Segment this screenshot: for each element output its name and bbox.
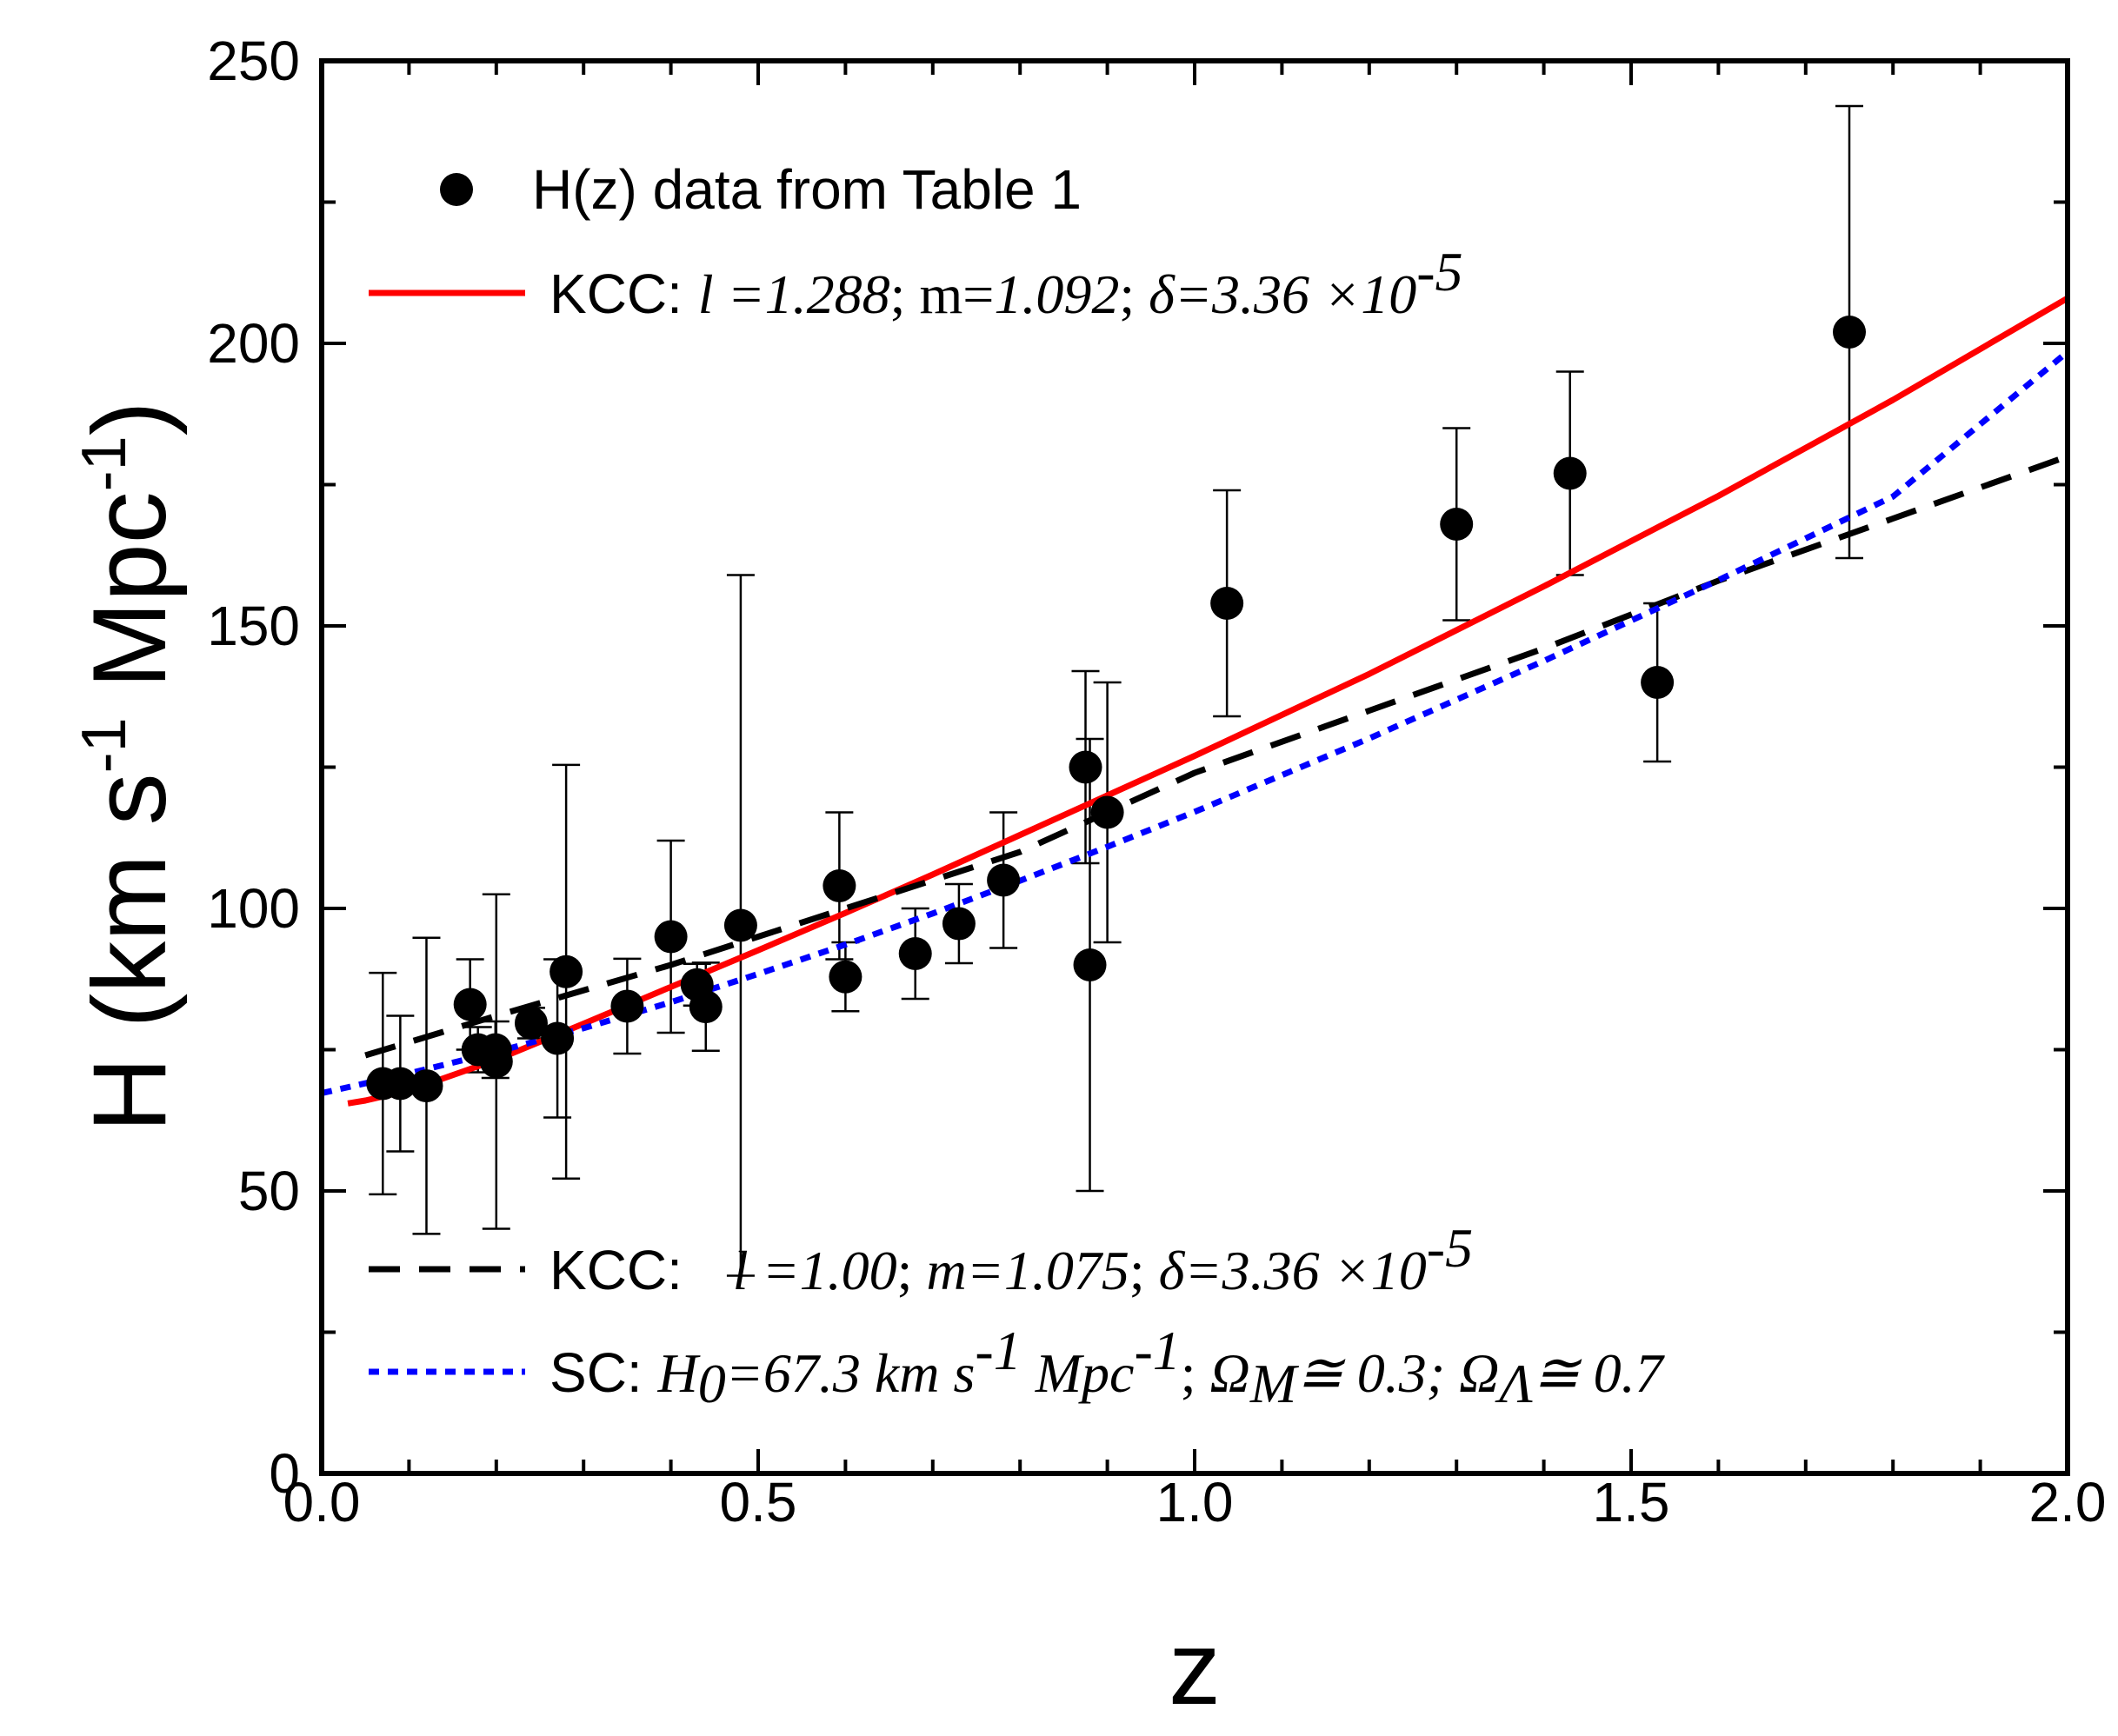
y-tick-label: 250 [207,30,300,92]
data-point [1833,316,1866,349]
data-point [829,960,863,994]
data-point [823,869,856,902]
y-tick-label: 100 [207,877,300,940]
data-point [654,920,688,954]
data-points [366,316,1866,1103]
data-point [453,988,487,1021]
legend-kcc-black-label: KCC: l =1.00; m=1.075; δ=3.36 ×10-5 [549,1217,1473,1301]
series-line-dotted [322,349,2068,1096]
legend-data-entry: H(z) data from Table 1 [440,158,1082,221]
x-axis-title: z [1169,1610,1221,1726]
data-point [898,937,932,970]
legend-kcc-black-entry: KCC: l =1.00; m=1.075; δ=3.36 ×10-5 [369,1217,1473,1301]
plot-frame [319,58,2070,1476]
y-tick-label: 0 [269,1442,300,1505]
x-tick-label: 1.5 [1593,1471,1670,1533]
x-tick-label: 1.0 [1156,1471,1234,1533]
data-point [1641,666,1675,699]
legend-kcc-red-label: KCC: l =1.288; m=1.092; δ=3.36 ×10-5 [549,241,1463,325]
legend-kcc-red-entry: KCC: l =1.288; m=1.092; δ=3.36 ×10-5 [369,241,1463,325]
data-point [1210,587,1244,620]
data-point [410,1069,443,1103]
data-point [1069,750,1102,784]
data-point [1440,508,1474,541]
y-tick-label: 150 [207,595,300,657]
data-point [689,990,723,1024]
legend-sc-blue-label: SC: H0=67.3 km s-1 Mpc-1; ΩM≅ 0.3; ΩΛ≅ 0… [549,1320,1666,1414]
series-line-solid [347,295,2068,1107]
legend-sc-blue-entry: SC: H0=67.3 km s-1 Mpc-1; ΩM≅ 0.3; ΩΛ≅ 0… [369,1320,1666,1414]
data-point [1090,795,1124,829]
y-tick-label: 50 [238,1160,300,1222]
data-point [1073,948,1107,981]
x-tick-label: 0.0 [283,1471,361,1533]
data-point [549,954,583,988]
x-tick-label: 2.0 [2029,1471,2107,1533]
legend-data-marker [440,173,473,206]
y-axis-title: H (km s-1 Mpc-1) [70,401,188,1132]
x-tick-label: 0.5 [720,1471,797,1533]
series-line-dashed [364,453,2068,1059]
data-point [610,989,644,1023]
data-point [987,863,1021,897]
data-point [723,908,757,942]
data-point [479,1045,513,1079]
data-point [514,1006,548,1040]
data-point [1553,456,1587,490]
y-tick-label: 200 [207,312,300,375]
legend-data-label: H(z) data from Table 1 [532,158,1082,221]
data-point [942,907,976,941]
data-point [383,1067,417,1101]
data-point [541,1021,575,1055]
tick-labels: 0.0 0.5 1.0 1.5 2.0 0 50 100 150 200 250 [207,30,2106,1533]
model-curves [322,295,2068,1107]
